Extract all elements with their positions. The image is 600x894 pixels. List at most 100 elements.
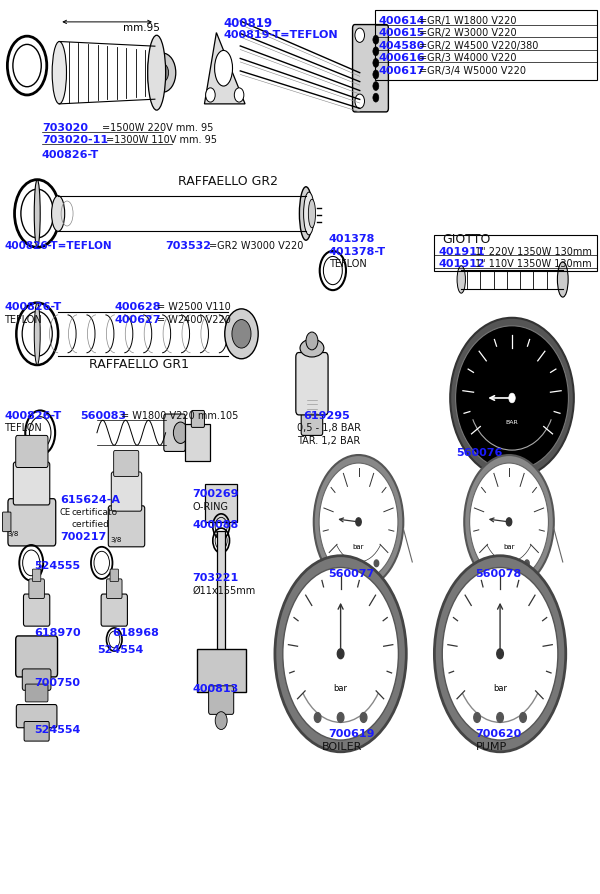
Ellipse shape bbox=[304, 192, 314, 235]
Ellipse shape bbox=[34, 303, 40, 365]
Text: 1" 110V 1350W 130mm: 1" 110V 1350W 130mm bbox=[475, 259, 592, 269]
Text: bar: bar bbox=[353, 544, 364, 551]
Text: TEFLON: TEFLON bbox=[4, 315, 42, 325]
Text: 401378-T: 401378-T bbox=[329, 247, 386, 257]
Text: =GR/3 W4000 V220: =GR/3 W4000 V220 bbox=[419, 54, 517, 63]
Circle shape bbox=[507, 560, 511, 567]
Circle shape bbox=[356, 560, 361, 567]
Text: =GR/2 W4500 V220/380: =GR/2 W4500 V220/380 bbox=[419, 41, 539, 51]
FancyBboxPatch shape bbox=[16, 435, 48, 468]
Circle shape bbox=[506, 518, 512, 526]
Text: =GR/2 W3000 V220: =GR/2 W3000 V220 bbox=[419, 29, 517, 38]
Ellipse shape bbox=[308, 199, 316, 228]
Circle shape bbox=[157, 63, 169, 81]
Circle shape bbox=[232, 319, 251, 348]
Text: =GR/1 W1800 V220: =GR/1 W1800 V220 bbox=[419, 16, 517, 26]
Circle shape bbox=[525, 560, 529, 567]
Circle shape bbox=[361, 713, 367, 722]
Text: 400088: 400088 bbox=[193, 519, 239, 529]
Text: 560077: 560077 bbox=[329, 569, 375, 578]
Text: TAR. 1,2 BAR: TAR. 1,2 BAR bbox=[297, 435, 360, 446]
Text: =GR/3/4 W5000 V220: =GR/3/4 W5000 V220 bbox=[419, 66, 526, 76]
Text: 401912: 401912 bbox=[439, 259, 485, 269]
Text: 400826-T: 400826-T bbox=[4, 302, 62, 312]
Circle shape bbox=[373, 58, 379, 67]
Text: 703020: 703020 bbox=[42, 123, 88, 133]
Text: 618970: 618970 bbox=[34, 628, 81, 638]
Text: TEFLON: TEFLON bbox=[4, 423, 42, 434]
Text: 400628: 400628 bbox=[115, 302, 161, 312]
Text: 404580: 404580 bbox=[379, 41, 425, 51]
Circle shape bbox=[225, 308, 258, 358]
Text: 3/8: 3/8 bbox=[8, 531, 19, 537]
Text: =1300W 110V mm. 95: =1300W 110V mm. 95 bbox=[106, 135, 217, 146]
Text: 524555: 524555 bbox=[34, 561, 80, 570]
FancyBboxPatch shape bbox=[16, 704, 57, 728]
Circle shape bbox=[373, 46, 379, 55]
Circle shape bbox=[206, 88, 215, 102]
Polygon shape bbox=[205, 32, 245, 104]
Ellipse shape bbox=[52, 196, 65, 232]
Text: certified: certified bbox=[72, 520, 110, 529]
Text: 619295: 619295 bbox=[303, 411, 350, 421]
Text: = W1800 V220 mm.105: = W1800 V220 mm.105 bbox=[121, 411, 238, 421]
Circle shape bbox=[314, 455, 403, 589]
Text: GIOTTO: GIOTTO bbox=[442, 232, 491, 246]
Ellipse shape bbox=[557, 262, 568, 297]
Text: 700750: 700750 bbox=[34, 679, 80, 688]
Circle shape bbox=[474, 713, 481, 722]
Circle shape bbox=[489, 560, 493, 567]
Text: 400826-T: 400826-T bbox=[4, 411, 62, 421]
Text: 560076: 560076 bbox=[457, 448, 503, 459]
Text: 0,5 - 1,8 BAR: 0,5 - 1,8 BAR bbox=[297, 423, 361, 434]
Text: 400826-T=TEFLON: 400826-T=TEFLON bbox=[4, 241, 112, 251]
Ellipse shape bbox=[52, 41, 67, 104]
Circle shape bbox=[319, 463, 398, 581]
Text: 524554: 524554 bbox=[34, 725, 80, 736]
Text: bar: bar bbox=[493, 684, 507, 693]
Text: 400614: 400614 bbox=[379, 16, 425, 26]
Text: 524554: 524554 bbox=[97, 645, 143, 655]
FancyBboxPatch shape bbox=[205, 485, 237, 522]
FancyBboxPatch shape bbox=[29, 579, 44, 598]
FancyBboxPatch shape bbox=[108, 506, 145, 547]
Text: 3/8: 3/8 bbox=[110, 536, 122, 543]
Circle shape bbox=[497, 649, 503, 659]
Text: 700217: 700217 bbox=[60, 532, 106, 542]
FancyBboxPatch shape bbox=[111, 472, 142, 511]
Circle shape bbox=[306, 332, 318, 350]
Text: 401911: 401911 bbox=[439, 247, 485, 257]
FancyBboxPatch shape bbox=[197, 649, 245, 692]
Text: PUMP: PUMP bbox=[475, 742, 507, 753]
Text: 615624-A: 615624-A bbox=[60, 495, 120, 505]
FancyBboxPatch shape bbox=[24, 721, 49, 741]
Circle shape bbox=[520, 713, 526, 722]
Circle shape bbox=[373, 93, 379, 102]
Text: 400615: 400615 bbox=[379, 29, 425, 38]
FancyBboxPatch shape bbox=[296, 352, 328, 415]
Text: 618968: 618968 bbox=[112, 628, 159, 638]
Circle shape bbox=[283, 568, 398, 740]
Bar bbox=[374, 11, 598, 80]
Text: 560078: 560078 bbox=[475, 569, 521, 578]
Circle shape bbox=[497, 713, 503, 722]
Circle shape bbox=[373, 81, 379, 90]
FancyBboxPatch shape bbox=[8, 499, 56, 546]
FancyBboxPatch shape bbox=[107, 579, 122, 598]
Text: 700269: 700269 bbox=[193, 489, 239, 499]
FancyBboxPatch shape bbox=[13, 462, 50, 505]
Circle shape bbox=[337, 713, 344, 722]
Text: 400819: 400819 bbox=[224, 17, 272, 30]
Circle shape bbox=[442, 568, 558, 740]
FancyBboxPatch shape bbox=[2, 512, 11, 532]
Text: 400819-T=TEFLON: 400819-T=TEFLON bbox=[224, 30, 338, 40]
Text: 703020-11: 703020-11 bbox=[42, 135, 108, 146]
Text: certificato: certificato bbox=[72, 509, 118, 518]
Text: bar: bar bbox=[334, 684, 347, 693]
Text: 400616: 400616 bbox=[379, 54, 425, 63]
Text: 1" 220V 1350W 130mm: 1" 220V 1350W 130mm bbox=[475, 247, 592, 257]
Ellipse shape bbox=[300, 339, 324, 357]
Text: 401378: 401378 bbox=[329, 234, 375, 244]
FancyBboxPatch shape bbox=[110, 569, 118, 582]
FancyBboxPatch shape bbox=[113, 451, 139, 477]
